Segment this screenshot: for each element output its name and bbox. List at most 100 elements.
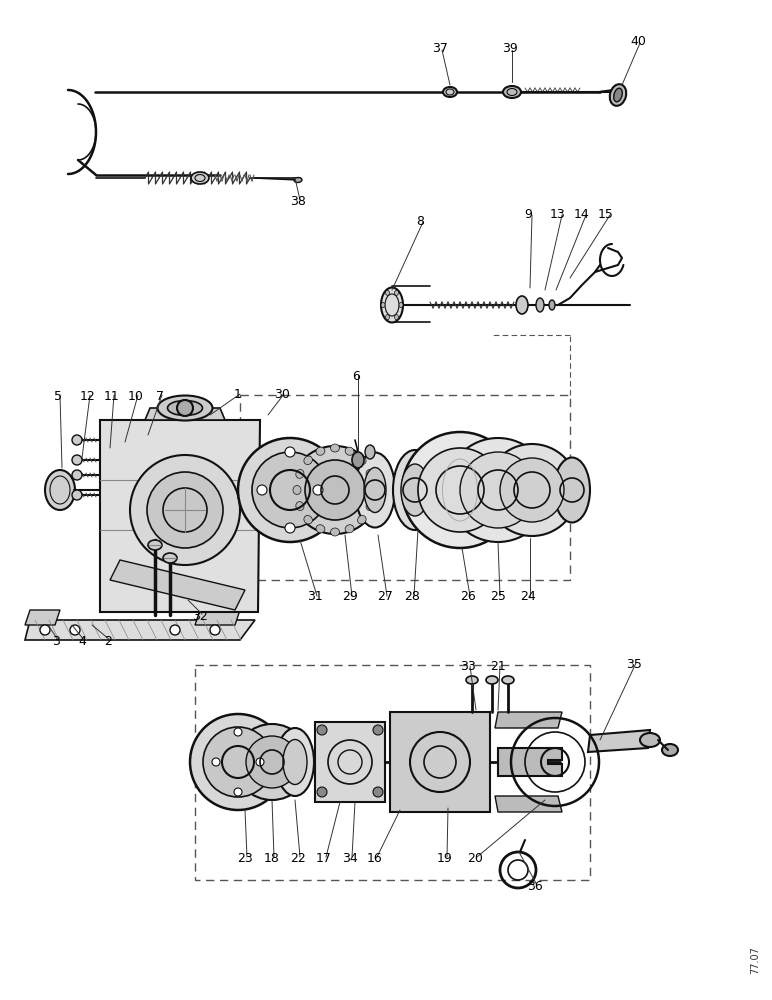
Circle shape: [305, 460, 365, 520]
Circle shape: [72, 455, 82, 465]
Text: 36: 36: [527, 880, 543, 893]
Circle shape: [234, 728, 242, 736]
Text: 18: 18: [264, 852, 280, 865]
Ellipse shape: [369, 486, 377, 494]
Circle shape: [210, 625, 220, 635]
Circle shape: [500, 458, 564, 522]
Circle shape: [256, 758, 264, 766]
Circle shape: [72, 435, 82, 445]
Ellipse shape: [385, 290, 390, 295]
Polygon shape: [390, 712, 490, 812]
Text: 39: 39: [502, 42, 518, 55]
Circle shape: [40, 625, 50, 635]
Text: 38: 38: [290, 195, 306, 208]
Text: 21: 21: [490, 660, 506, 673]
Text: 5: 5: [54, 390, 62, 403]
Ellipse shape: [357, 515, 366, 524]
Polygon shape: [498, 748, 562, 776]
Ellipse shape: [316, 447, 325, 455]
Circle shape: [446, 438, 550, 542]
Ellipse shape: [365, 445, 375, 459]
Text: 8: 8: [416, 215, 424, 228]
Circle shape: [246, 736, 298, 788]
Ellipse shape: [352, 452, 364, 468]
Text: 10: 10: [128, 390, 144, 403]
Ellipse shape: [610, 84, 626, 106]
Ellipse shape: [345, 447, 354, 455]
Ellipse shape: [191, 172, 209, 184]
Ellipse shape: [296, 469, 304, 478]
Ellipse shape: [393, 450, 437, 530]
Ellipse shape: [357, 456, 366, 465]
Polygon shape: [25, 610, 60, 625]
Ellipse shape: [276, 728, 314, 796]
Text: 33: 33: [460, 660, 476, 673]
Circle shape: [460, 452, 536, 528]
Ellipse shape: [399, 302, 403, 308]
Circle shape: [170, 625, 180, 635]
Polygon shape: [110, 560, 245, 610]
Text: 2: 2: [104, 635, 112, 648]
Ellipse shape: [366, 502, 374, 511]
Text: 23: 23: [237, 852, 253, 865]
Text: 11: 11: [104, 390, 120, 403]
Circle shape: [373, 725, 383, 735]
Ellipse shape: [168, 400, 202, 416]
Ellipse shape: [443, 87, 457, 97]
Circle shape: [72, 490, 82, 500]
Text: 31: 31: [307, 590, 323, 603]
Polygon shape: [145, 408, 225, 420]
Ellipse shape: [385, 315, 390, 320]
Circle shape: [190, 714, 286, 810]
Polygon shape: [495, 796, 562, 812]
Ellipse shape: [316, 525, 325, 533]
Ellipse shape: [163, 553, 177, 563]
Text: 30: 30: [274, 388, 290, 401]
Ellipse shape: [662, 744, 678, 756]
Ellipse shape: [355, 452, 395, 528]
Ellipse shape: [157, 395, 212, 420]
Text: 34: 34: [342, 852, 358, 865]
Ellipse shape: [148, 540, 162, 550]
Text: 12: 12: [80, 390, 96, 403]
Text: 29: 29: [342, 590, 358, 603]
Ellipse shape: [640, 733, 660, 747]
Ellipse shape: [394, 315, 398, 320]
Circle shape: [285, 447, 295, 457]
Circle shape: [234, 788, 242, 796]
Circle shape: [70, 625, 80, 635]
Text: 14: 14: [574, 208, 590, 221]
Ellipse shape: [330, 528, 340, 536]
Circle shape: [285, 523, 295, 533]
Text: 37: 37: [432, 42, 448, 55]
Polygon shape: [25, 620, 255, 640]
Circle shape: [313, 485, 323, 495]
Ellipse shape: [304, 515, 313, 524]
Text: 6: 6: [352, 370, 360, 383]
Ellipse shape: [549, 300, 555, 310]
Ellipse shape: [366, 469, 374, 478]
Ellipse shape: [283, 740, 307, 784]
Ellipse shape: [293, 486, 301, 494]
Text: 28: 28: [404, 590, 420, 603]
Ellipse shape: [516, 296, 528, 314]
Text: 19: 19: [437, 852, 453, 865]
Bar: [195, 665, 590, 880]
Ellipse shape: [330, 444, 340, 452]
Circle shape: [72, 470, 82, 480]
Polygon shape: [588, 730, 650, 752]
Ellipse shape: [503, 86, 521, 98]
Ellipse shape: [502, 676, 514, 684]
Text: 27: 27: [377, 590, 393, 603]
Text: 40: 40: [630, 35, 646, 48]
Text: 4: 4: [78, 635, 86, 648]
Circle shape: [130, 455, 240, 565]
Ellipse shape: [45, 470, 75, 510]
Text: 17: 17: [316, 852, 332, 865]
Text: 1: 1: [234, 388, 242, 401]
Circle shape: [238, 438, 342, 542]
Circle shape: [418, 448, 502, 532]
Polygon shape: [315, 722, 385, 802]
Text: 25: 25: [490, 590, 506, 603]
Text: 32: 32: [192, 610, 208, 623]
